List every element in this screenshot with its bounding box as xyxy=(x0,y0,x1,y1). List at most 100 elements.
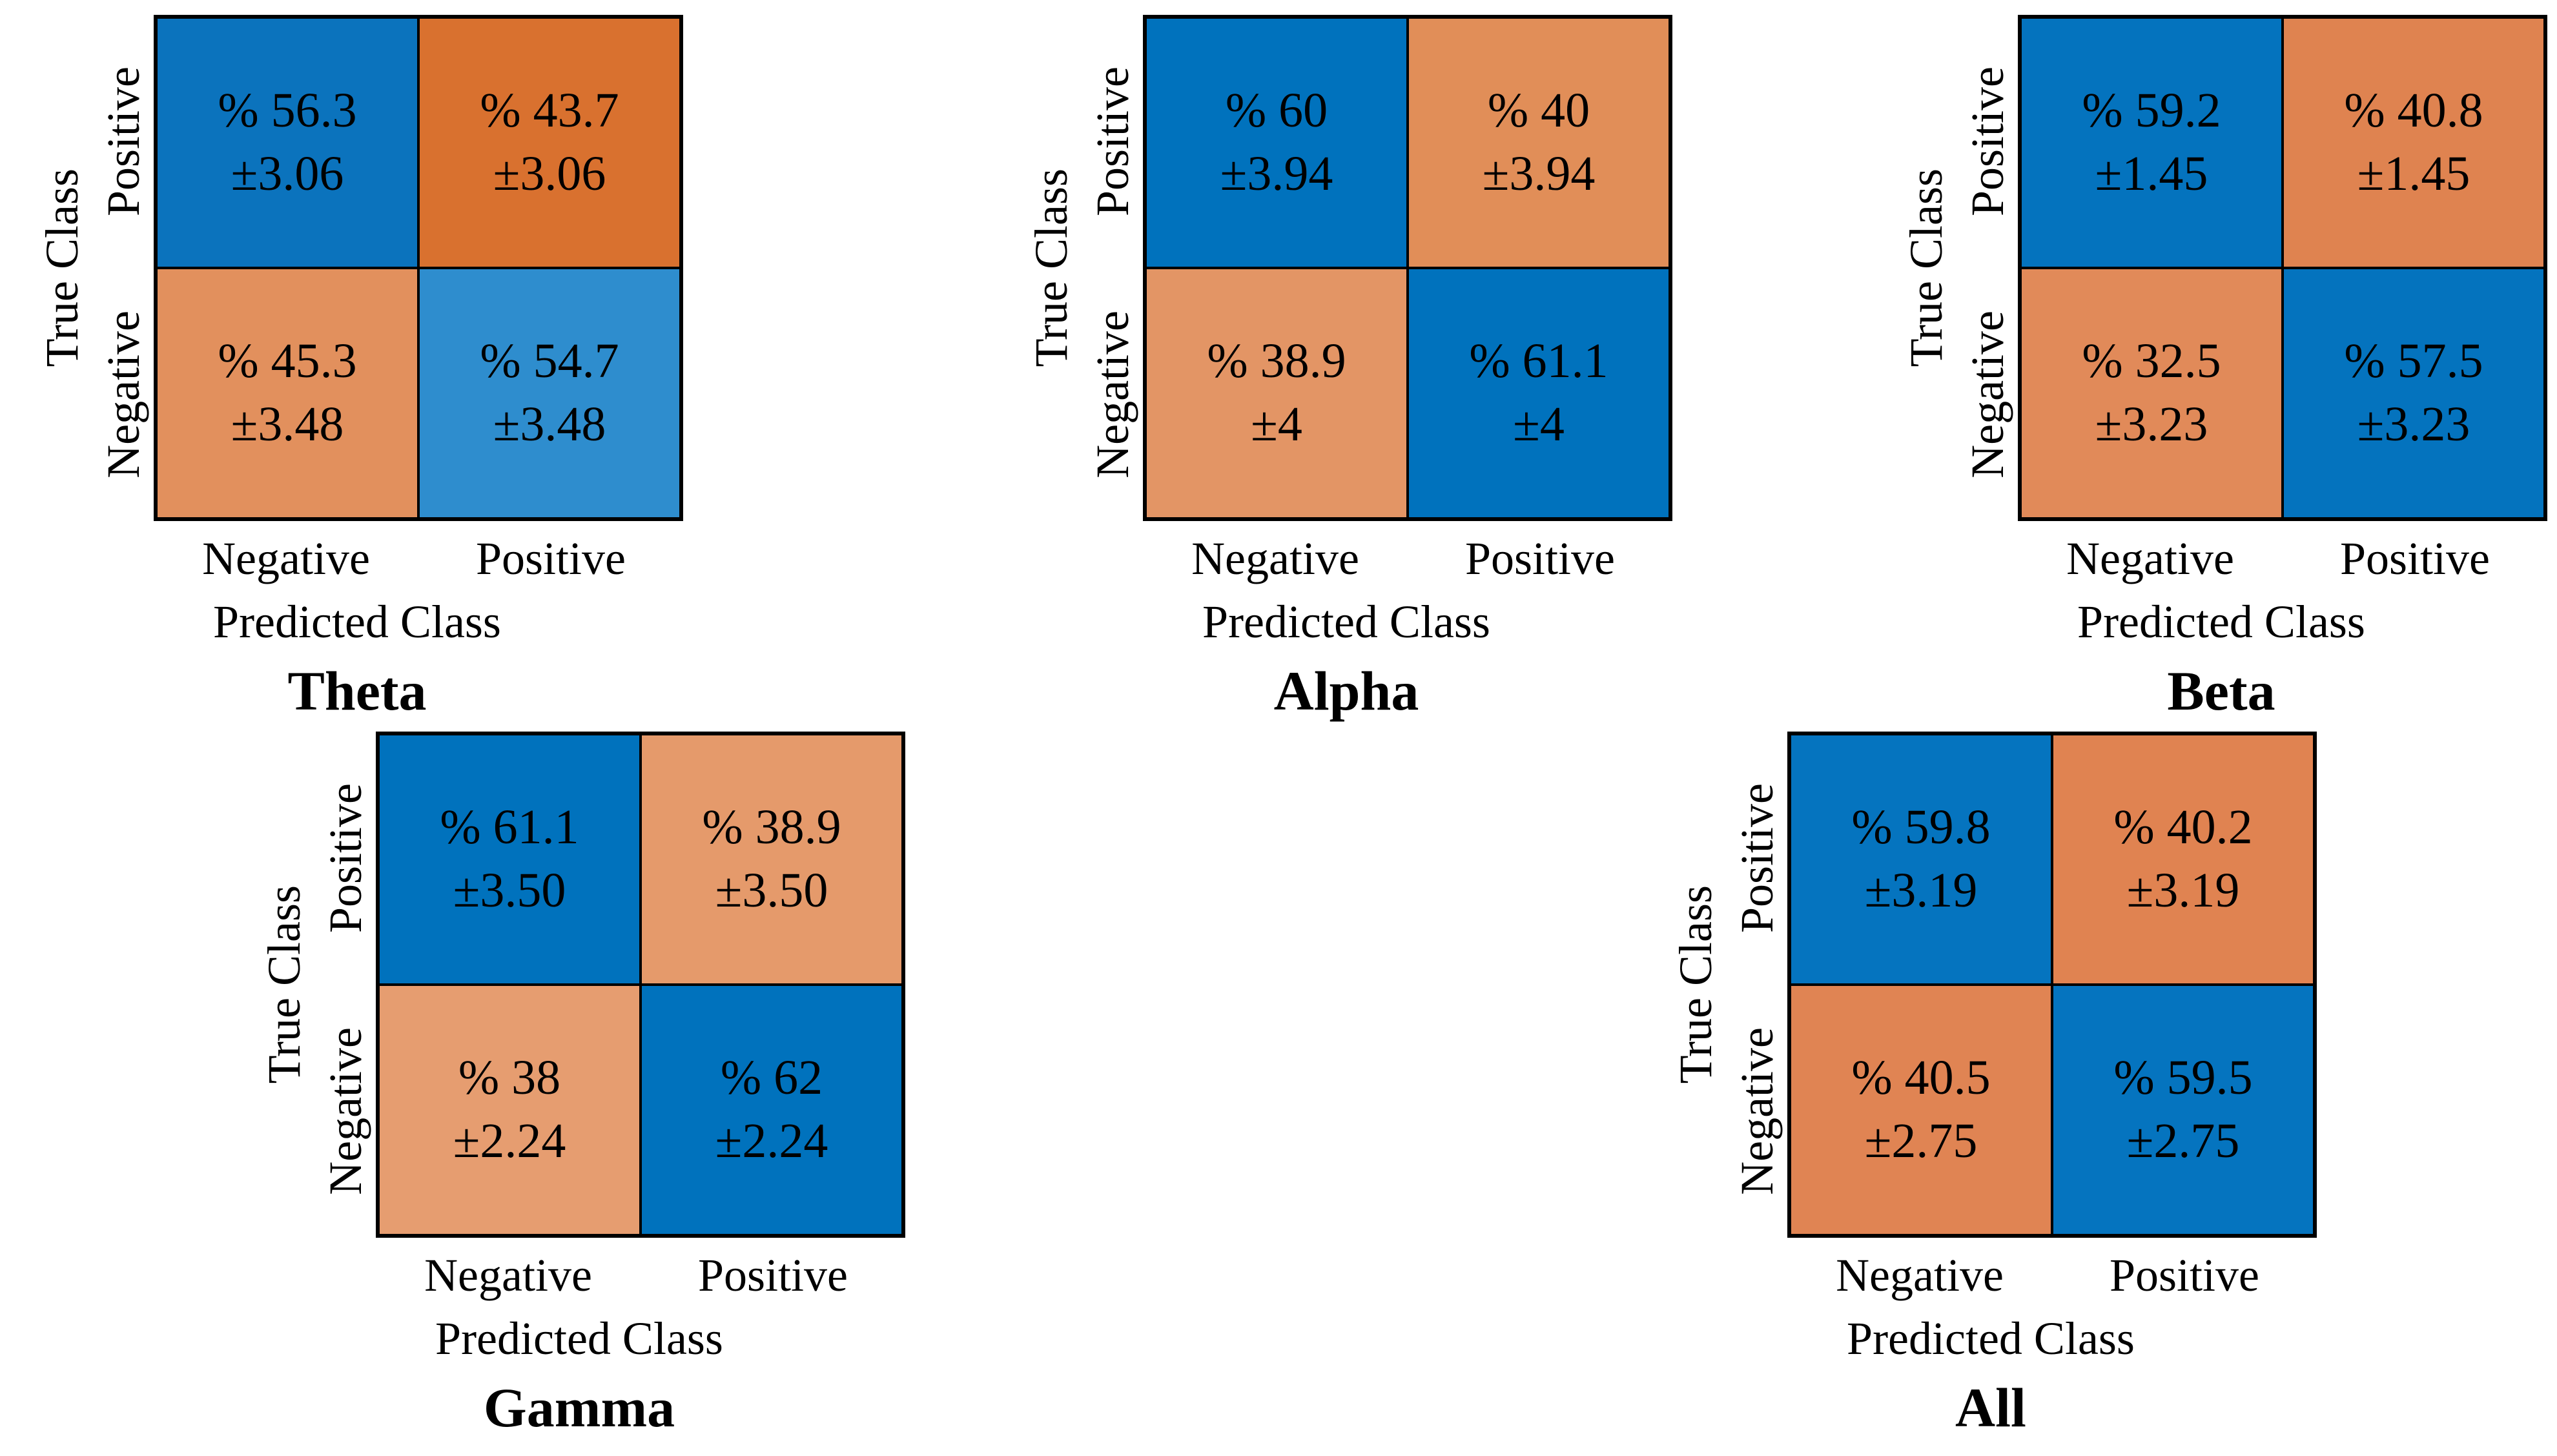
plot-area: True Class Positive Negative % 60 ±3.94 … xyxy=(1020,15,1672,521)
x-tick-row: Negative Positive xyxy=(2018,535,2547,582)
x-axis-label: Predicted Class xyxy=(1202,596,1490,648)
cell-value: % 38.9 xyxy=(702,800,841,855)
cell-true-positive-pred-positive: % 43.7 ±3.06 xyxy=(418,17,681,268)
confusion-matrix-alpha: True Class Positive Negative % 60 ±3.94 … xyxy=(1020,15,1672,719)
y-tick-positive: Positive xyxy=(97,66,149,217)
cell-value: % 61.1 xyxy=(1469,334,1608,389)
cell-value: % 61.1 xyxy=(440,800,579,855)
cell-true-positive-pred-negative: % 59.2 ±1.45 xyxy=(2020,17,2283,268)
cell-error: ±3.50 xyxy=(453,863,566,918)
y-tick-positive-wrap: Positive xyxy=(1956,15,2018,268)
cell-true-negative-pred-positive: % 61.1 ±4 xyxy=(1408,268,1670,518)
y-tick-column: Positive Negative xyxy=(314,732,376,1238)
y-tick-negative-wrap: Negative xyxy=(1082,268,1143,521)
cell-value: % 57.5 xyxy=(2344,334,2483,389)
confusion-matrix-gamma: True Class Positive Negative % 61.1 ±3.5… xyxy=(253,732,905,1435)
cell-error: ±2.75 xyxy=(1864,1114,1978,1168)
y-tick-column: Positive Negative xyxy=(1726,732,1787,1238)
cell-error: ±3.23 xyxy=(2357,397,2470,451)
cell-error: ±3.48 xyxy=(493,397,606,451)
chart-title: Alpha xyxy=(1273,660,1419,722)
y-axis-label-column: True Class xyxy=(1895,15,1956,521)
cell-true-positive-pred-negative: % 56.3 ±3.06 xyxy=(156,17,418,268)
matrix-grid: % 59.2 ±1.45 % 40.8 ±1.45 % 32.5 ±3.23 %… xyxy=(2018,15,2547,521)
y-tick-positive-wrap: Positive xyxy=(1082,15,1143,268)
confusion-matrix-all: True Class Positive Negative % 59.8 ±3.1… xyxy=(1665,732,2317,1435)
cell-error: ±3.06 xyxy=(493,147,606,201)
x-tick-negative: Negative xyxy=(2066,533,2234,584)
cell-true-positive-pred-negative: % 59.8 ±3.19 xyxy=(1790,734,2052,985)
plot-area: True Class Positive Negative % 61.1 ±3.5… xyxy=(253,732,905,1238)
cell-value: % 45.3 xyxy=(218,334,357,389)
x-tick-positive: Positive xyxy=(2109,1249,2260,1301)
x-tick-positive: Positive xyxy=(475,533,626,584)
cell-true-negative-pred-positive: % 59.5 ±2.75 xyxy=(2052,985,2314,1235)
x-tick-row: Negative Positive xyxy=(1787,1252,2317,1298)
cell-true-positive-pred-positive: % 40 ±3.94 xyxy=(1408,17,1670,268)
cell-error: ±2.75 xyxy=(2126,1114,2240,1168)
cell-error: ±3.19 xyxy=(1864,863,1978,918)
y-tick-positive-wrap: Positive xyxy=(314,732,376,985)
cell-error: ±4 xyxy=(1513,397,1565,451)
x-axis-label: Predicted Class xyxy=(435,1313,723,1364)
x-tick-row: Negative Positive xyxy=(154,535,683,582)
cell-value: % 38 xyxy=(458,1051,561,1105)
chart-title: Gamma xyxy=(483,1377,675,1439)
y-axis-label-column: True Class xyxy=(1665,732,1726,1238)
cell-true-negative-pred-negative: % 32.5 ±3.23 xyxy=(2020,268,2283,518)
confusion-matrix-beta: True Class Positive Negative % 59.2 ±1.4… xyxy=(1895,15,2547,719)
y-tick-negative: Negative xyxy=(1961,311,2013,478)
y-axis-label: True Class xyxy=(1669,885,1721,1084)
x-tick-positive: Positive xyxy=(1464,533,1616,584)
cell-value: % 59.2 xyxy=(2082,83,2221,138)
plot-area: True Class Positive Negative % 56.3 ±3.0… xyxy=(31,15,683,521)
y-tick-positive: Positive xyxy=(319,783,371,934)
cell-value: % 40.2 xyxy=(2113,800,2253,855)
cell-value: % 54.7 xyxy=(480,334,619,389)
x-tick-negative: Negative xyxy=(424,1249,592,1301)
x-axis-label: Predicted Class xyxy=(2077,596,2365,648)
matrix-grid: % 56.3 ±3.06 % 43.7 ±3.06 % 45.3 ±3.48 %… xyxy=(154,15,683,521)
y-tick-positive: Positive xyxy=(1961,66,2013,217)
y-tick-positive-wrap: Positive xyxy=(1726,732,1787,985)
x-tick-row: Negative Positive xyxy=(376,1252,905,1298)
y-axis-label: True Class xyxy=(36,169,88,367)
cell-error: ±3.48 xyxy=(231,397,344,451)
matrix-grid: % 61.1 ±3.50 % 38.9 ±3.50 % 38 ±2.24 % 6… xyxy=(376,732,905,1238)
cell-error: ±3.23 xyxy=(2095,397,2208,451)
chart-title: Theta xyxy=(287,660,427,722)
cell-true-positive-pred-negative: % 61.1 ±3.50 xyxy=(378,734,641,985)
cell-value: % 43.7 xyxy=(480,83,619,138)
cell-true-positive-pred-positive: % 38.9 ±3.50 xyxy=(641,734,903,985)
cell-error: ±3.06 xyxy=(231,147,344,201)
y-tick-negative: Negative xyxy=(97,311,149,478)
y-axis-label: True Class xyxy=(1025,169,1077,367)
cell-true-positive-pred-positive: % 40.8 ±1.45 xyxy=(2283,17,2545,268)
cell-error: ±4 xyxy=(1251,397,1302,451)
y-axis-label-column: True Class xyxy=(253,732,314,1238)
y-axis-label-column: True Class xyxy=(1020,15,1082,521)
cell-value: % 40.8 xyxy=(2344,83,2483,138)
y-tick-column: Positive Negative xyxy=(92,15,154,521)
cell-error: ±3.50 xyxy=(715,863,828,918)
cell-error: ±2.24 xyxy=(715,1114,828,1168)
cell-true-positive-pred-positive: % 40.2 ±3.19 xyxy=(2052,734,2314,985)
cell-value: % 59.8 xyxy=(1851,800,1991,855)
y-tick-negative-wrap: Negative xyxy=(92,268,154,521)
matrix-grid: % 60 ±3.94 % 40 ±3.94 % 38.9 ±4 % 61.1 ±… xyxy=(1143,15,1672,521)
x-tick-negative: Negative xyxy=(1836,1249,2004,1301)
cell-value: % 56.3 xyxy=(218,83,357,138)
y-tick-negative: Negative xyxy=(1730,1027,1783,1195)
cell-value: % 38.9 xyxy=(1207,334,1346,389)
cell-value: % 40 xyxy=(1487,83,1590,138)
x-axis-label: Predicted Class xyxy=(213,596,501,648)
cell-error: ±1.45 xyxy=(2095,147,2208,201)
cell-true-negative-pred-positive: % 57.5 ±3.23 xyxy=(2283,268,2545,518)
cell-true-negative-pred-negative: % 45.3 ±3.48 xyxy=(156,268,418,518)
cell-true-negative-pred-negative: % 40.5 ±2.75 xyxy=(1790,985,2052,1235)
confusion-matrix-theta: True Class Positive Negative % 56.3 ±3.0… xyxy=(31,15,683,719)
y-tick-column: Positive Negative xyxy=(1082,15,1143,521)
y-axis-label-column: True Class xyxy=(31,15,92,521)
y-tick-negative-wrap: Negative xyxy=(1956,268,2018,521)
